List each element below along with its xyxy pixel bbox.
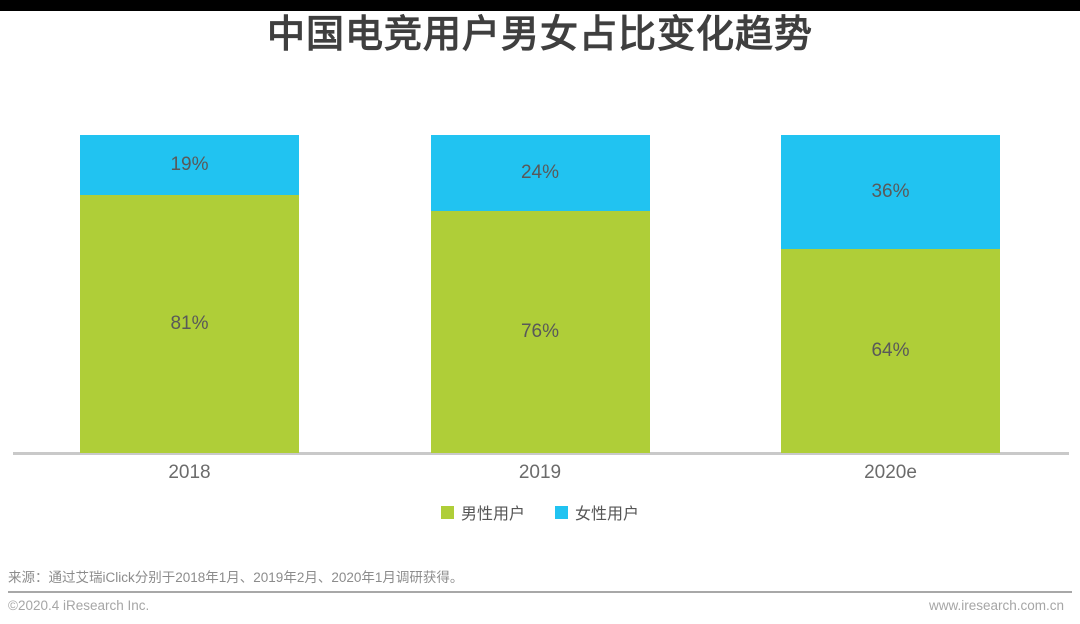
male-percentage-label: 64%: [871, 340, 910, 362]
legend-item-male: 男性用户: [440, 500, 525, 524]
chart-legend: 男性用户 女性用户: [0, 500, 1080, 524]
female-percentage-label: 19%: [170, 154, 209, 176]
bar-2019: 24% 76%: [430, 135, 650, 453]
stacked-bar-chart: 19% 81% 24% 76% 36% 64% 2018 2019 202: [0, 135, 1080, 524]
legend-item-female: 女性用户: [555, 500, 639, 524]
page-title: 中国电竞用户男女占比变化趋势: [266, 14, 813, 56]
bars-row: 19% 81% 24% 76% 36% 64%: [0, 135, 1080, 453]
page-footer: ©2020.4 iResearch Inc. www.iresearch.com…: [8, 598, 1064, 613]
x-axis-line: [13, 452, 1069, 455]
legend-swatch-female: [555, 505, 568, 519]
bar-segment-male: 64%: [781, 249, 1000, 453]
legend-label-female: 女性用户: [575, 506, 640, 523]
male-percentage-label: 81%: [170, 313, 209, 335]
bar-segment-female: 36%: [781, 135, 1000, 250]
bar-segment-male: 76%: [430, 211, 650, 453]
legend-swatch-male: [440, 505, 454, 519]
top-black-bar: [0, 0, 1080, 11]
bar-segment-female: 19%: [80, 135, 299, 196]
website-url: www.iresearch.com.cn: [928, 598, 1064, 613]
x-axis-labels: 2018 2019 2020e: [0, 462, 1080, 484]
male-percentage-label: 76%: [520, 321, 560, 343]
copyright-text: ©2020.4 iResearch Inc.: [8, 598, 150, 613]
x-axis-label-2019: 2019: [518, 462, 562, 483]
bar-2018: 19% 81%: [80, 135, 299, 453]
female-percentage-label: 24%: [520, 162, 560, 184]
x-axis-label-2020e: 2020e: [864, 462, 917, 483]
legend-label-male: 男性用户: [460, 506, 525, 523]
source-note: 来源：通过艾瑞iClick分别于2018年1月、2019年2月、2020年1月调…: [8, 566, 1072, 593]
bar-segment-male: 81%: [80, 195, 299, 453]
bar-2020e: 36% 64%: [781, 135, 1000, 453]
female-percentage-label: 36%: [871, 181, 910, 203]
bar-segment-female: 24%: [430, 135, 650, 212]
x-axis-label-2018: 2018: [168, 462, 211, 483]
